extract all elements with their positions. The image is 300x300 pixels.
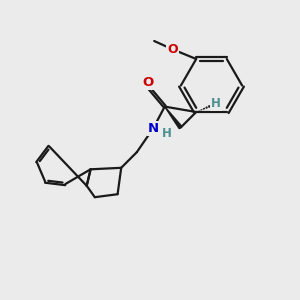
Polygon shape [165, 106, 182, 129]
Text: O: O [167, 43, 178, 56]
Text: H: H [162, 127, 172, 140]
Text: N: N [148, 122, 159, 135]
Text: H: H [211, 98, 220, 110]
Text: O: O [142, 76, 153, 89]
